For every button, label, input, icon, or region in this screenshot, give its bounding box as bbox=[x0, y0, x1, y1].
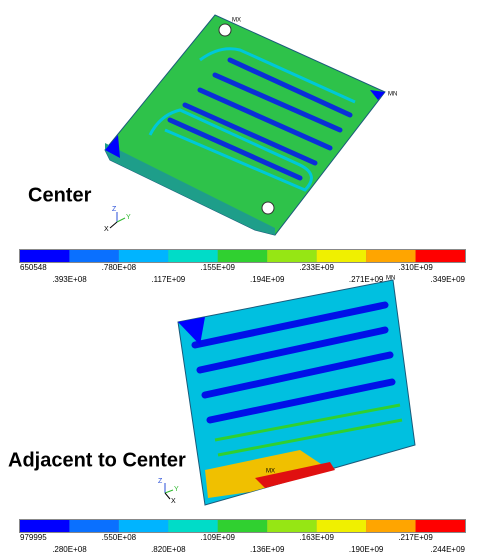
colorbar-swatch bbox=[317, 520, 366, 532]
colorbar-label: .393E+08 bbox=[52, 275, 87, 284]
colorbar-label: .349E+09 bbox=[431, 275, 466, 284]
plate-adjacent bbox=[178, 280, 415, 505]
colorbar-swatch bbox=[119, 520, 168, 532]
colorbar-label: .190E+09 bbox=[349, 545, 384, 554]
colorbar-swatch bbox=[267, 250, 316, 262]
colorbar-swatch bbox=[69, 250, 118, 262]
colorbar-label: .280E+08 bbox=[52, 545, 87, 554]
colorbar-label: .820E+08 bbox=[151, 545, 186, 554]
max-marker: MX bbox=[232, 18, 241, 24]
colorbar-swatch bbox=[69, 520, 118, 532]
colorbar-swatch bbox=[317, 250, 366, 262]
colorbar-swatch bbox=[20, 520, 69, 532]
colorbar-swatch bbox=[119, 250, 168, 262]
triad-label: Z bbox=[112, 206, 117, 213]
colorbar-swatch bbox=[267, 520, 316, 532]
colorbar-swatch bbox=[20, 250, 69, 262]
colorbar-swatch bbox=[168, 250, 217, 262]
min-marker: MN bbox=[388, 92, 397, 98]
triad-label: Z bbox=[158, 478, 163, 485]
triad-label: X bbox=[104, 226, 109, 233]
colorbar-label: .217E+09 bbox=[398, 533, 433, 542]
plate-center bbox=[105, 15, 385, 235]
colorbar-swatch bbox=[168, 520, 217, 532]
colorbar-label: .194E+09 bbox=[250, 275, 285, 284]
axis-triad bbox=[165, 483, 173, 499]
colorbar-label: .550E+08 bbox=[102, 533, 137, 542]
caption: Center bbox=[28, 184, 92, 206]
axis-triad bbox=[110, 212, 125, 228]
colorbar-swatch bbox=[218, 520, 267, 532]
colorbar-swatch bbox=[366, 250, 415, 262]
colorbar-label: .310E+09 bbox=[398, 263, 433, 272]
colorbar-label: .117E+09 bbox=[151, 275, 185, 284]
colorbar-label: .780E+08 bbox=[102, 263, 137, 272]
colorbar-swatch bbox=[416, 520, 465, 532]
min-marker: MN bbox=[386, 276, 395, 282]
max-marker: MX bbox=[266, 469, 275, 475]
colorbar-swatch bbox=[416, 250, 465, 262]
colorbar-label: 650548 bbox=[20, 263, 47, 272]
colorbar-swatch bbox=[218, 250, 267, 262]
colorbar-label: .109E+09 bbox=[201, 533, 236, 542]
triad-label: Y bbox=[126, 214, 131, 221]
colorbar-label: .271E+09 bbox=[349, 275, 384, 284]
colorbar-label: 979995 bbox=[20, 533, 47, 542]
triad-label: Y bbox=[174, 486, 179, 493]
colorbar-label: .244E+09 bbox=[431, 545, 466, 554]
caption: Adjacent to Center bbox=[8, 449, 186, 471]
colorbar-label: .155E+09 bbox=[201, 263, 236, 272]
triad-label: X bbox=[171, 498, 176, 505]
colorbar-swatch bbox=[366, 520, 415, 532]
colorbar-label: .163E+09 bbox=[299, 533, 334, 542]
page: MX MN Center Z Y X MX MN Adjacent to Cen… bbox=[0, 0, 500, 559]
colorbar-label: .136E+09 bbox=[250, 545, 285, 554]
colorbar-label: .233E+09 bbox=[299, 263, 334, 272]
